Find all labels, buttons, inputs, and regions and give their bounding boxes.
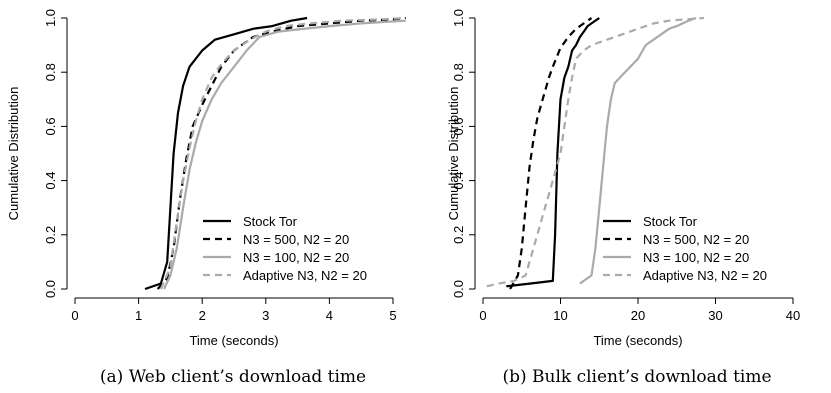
legend-label-3: N3 = 100, N2 = 20 — [643, 250, 749, 265]
x-tick-label: 40 — [786, 308, 800, 323]
caption: (a) Web client’s download time — [100, 367, 366, 387]
y-tick-label: 0.4 — [451, 172, 466, 190]
legend-label-2: N3 = 500, N2 = 20 — [643, 232, 749, 247]
y-tick-label: 0.8 — [43, 63, 58, 81]
x-tick-label: 0 — [479, 308, 486, 323]
legend-label-1: Stock Tor — [243, 214, 298, 229]
y-tick-label: 1.0 — [43, 9, 58, 27]
series-line-4 — [159, 16, 406, 290]
y-tick-label: 0.2 — [43, 226, 58, 244]
x-axis-label: Time (seconds) — [593, 333, 682, 348]
legend-label-1: Stock Tor — [643, 214, 698, 229]
legend-label-4: Adaptive N3, N2 = 20 — [643, 268, 767, 283]
y-tick-label: 0.6 — [43, 117, 58, 135]
x-tick-label: 20 — [631, 308, 645, 323]
y-tick-label: 0.0 — [451, 280, 466, 298]
y-tick-label: 0.6 — [451, 117, 466, 135]
series-line-4 — [486, 16, 704, 288]
y-axis-label: Cumulative Distribution — [6, 87, 21, 221]
x-tick-label: 0 — [71, 308, 78, 323]
series-line-1 — [144, 16, 308, 291]
x-tick-label: 1 — [135, 308, 142, 323]
chart-panel-a: 0.0 0.2 0.4 0.6 0.8 1.0 Cumulative Distributio… — [6, 9, 406, 387]
y-tick-label: 0.8 — [451, 63, 466, 81]
x-tick-label: 10 — [553, 308, 567, 323]
x-tick-label: 3 — [262, 308, 269, 323]
x-tick-label: 2 — [199, 308, 206, 323]
caption: (b) Bulk client’s download time — [502, 367, 771, 387]
legend-label-2: N3 = 500, N2 = 20 — [243, 232, 349, 247]
series-line-1 — [506, 17, 600, 288]
y-axis-label: Cumulative Distribution — [446, 87, 461, 221]
y-tick-label: 0.0 — [43, 280, 58, 298]
series-line-3 — [579, 16, 697, 285]
x-axis-label: Time (seconds) — [189, 333, 278, 348]
y-tick-label: 1.0 — [451, 9, 466, 27]
y-tick-label: 0.4 — [43, 172, 58, 190]
series-line-3 — [163, 19, 406, 290]
series-line-2 — [509, 17, 593, 290]
x-tick-label: 5 — [389, 308, 396, 323]
y-tick-label: 0.2 — [451, 226, 466, 244]
x-tick-label: 30 — [708, 308, 722, 323]
legend-label-3: N3 = 100, N2 = 20 — [243, 250, 349, 265]
legend-label-4: Adaptive N3, N2 = 20 — [243, 268, 367, 283]
chart-panel-b: 0.0 0.2 0.4 0.6 0.8 1.0 Cumulative Distributio… — [446, 9, 800, 387]
x-tick-label: 4 — [326, 308, 333, 323]
